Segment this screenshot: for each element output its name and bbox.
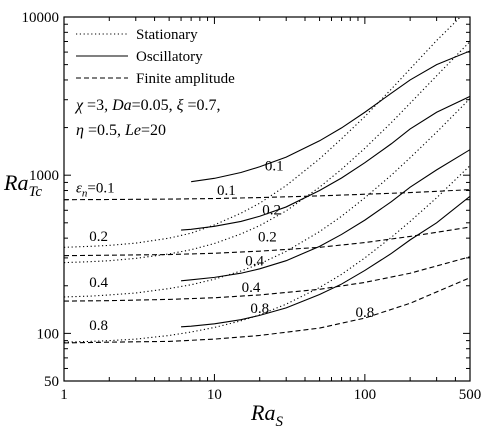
series-solid-eps-0.1 <box>191 50 470 183</box>
curve-label: 0.4 <box>245 254 264 270</box>
axis-ticks <box>63 17 471 382</box>
curve-label: 0.2 <box>258 230 277 246</box>
curve-label: 0.1 <box>217 183 236 199</box>
curve-label: 0.8 <box>89 318 108 334</box>
series-dashed-eps-0.4 <box>64 256 470 302</box>
curve-label: 0.2 <box>89 229 108 245</box>
legend: Stationary Oscillatory Finite amplitude <box>76 27 235 87</box>
curves <box>64 17 470 344</box>
parameter-line2: η =0.5, Le=20 <box>76 122 166 139</box>
series-dashed-eps-0.1 <box>64 189 470 201</box>
parameter-text: χ =3, Da=0.05, ξ =0.7, η =0.5, Le=20 <box>74 97 221 139</box>
axis-titles: RaS RaTc <box>3 170 283 430</box>
curve-label: 0.2 <box>262 202 281 218</box>
x-axis-title: RaS <box>250 400 283 430</box>
series-dashed-eps-0.8 <box>64 277 470 344</box>
y-tick-label: 10000 <box>22 10 60 26</box>
legend-label: Finite amplitude <box>136 71 235 87</box>
curve-labels: 0.1 0.1 0.2 0.2 0.2 0.4 0.4 0.4 0.8 0.8 0.8 εn=0.1 <box>76 159 374 334</box>
curve-label: 0.4 <box>242 280 261 296</box>
x-tick-label: 1 <box>60 387 68 403</box>
y-axis-title: RaTc <box>3 170 42 200</box>
curve-label: 0.8 <box>355 305 374 321</box>
parameter-line1: χ =3, Da=0.05, ξ =0.7, <box>74 97 221 114</box>
y-tick-label: 1000 <box>29 168 59 184</box>
curve-label: 0.8 <box>250 301 269 317</box>
curve-label: 0.4 <box>89 275 108 291</box>
y-tick-label: 100 <box>37 326 60 342</box>
series-solid-eps-0.8 <box>181 195 470 328</box>
curve-label: 0.1 <box>265 159 284 175</box>
tick-labels: 1 10 100 500 50 100 1000 10000 <box>22 10 482 403</box>
plot-frame <box>63 16 471 382</box>
x-tick-label: 10 <box>207 387 222 403</box>
legend-label: Oscillatory <box>136 49 203 65</box>
x-tick-label: 500 <box>459 387 482 403</box>
series-solid-eps-0.4 <box>181 149 470 282</box>
series-solid-eps-0.2 <box>181 95 470 231</box>
y-tick-label: 50 <box>44 374 59 390</box>
x-tick-label: 100 <box>354 387 377 403</box>
epsilon-label: εn=0.1 <box>76 180 115 199</box>
series-dashed-eps-0.2 <box>64 226 470 257</box>
legend-label: Stationary <box>136 27 198 43</box>
